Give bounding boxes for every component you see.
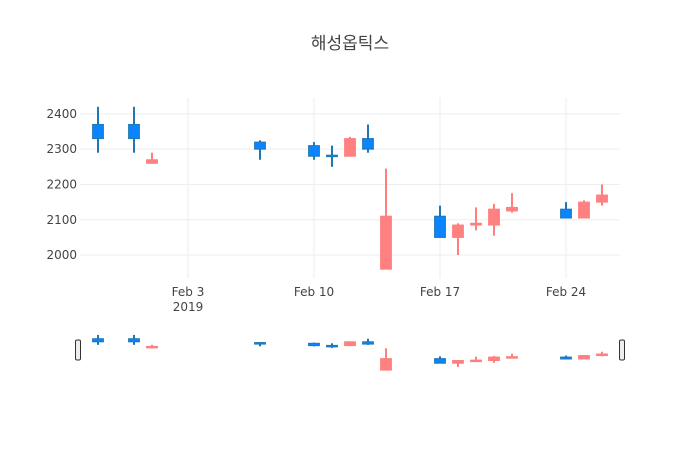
x-tick-label: Feb 3 — [172, 285, 205, 299]
candle[interactable] — [560, 202, 572, 219]
candle-series — [92, 106, 608, 270]
y-tick-label: 2400 — [46, 107, 77, 121]
x-tick-label: Feb 17 — [420, 285, 460, 299]
x-tick-label: Feb 24 — [546, 285, 586, 299]
candle-body — [254, 342, 266, 345]
x-tick-sublabel: 2019 — [173, 300, 204, 314]
slider-candle — [344, 341, 356, 347]
candle-body — [506, 206, 518, 212]
range-slider-left-handle[interactable] — [75, 339, 81, 361]
x-tick-label: Feb 10 — [294, 285, 334, 299]
candle-body — [470, 359, 482, 363]
candle[interactable] — [326, 145, 338, 167]
candle-body — [146, 345, 158, 349]
candle[interactable] — [380, 168, 392, 270]
candle-body — [362, 138, 374, 150]
slider-candle — [596, 351, 608, 357]
candle-body — [506, 356, 518, 359]
candle-body — [362, 341, 374, 345]
candle-body — [344, 341, 356, 347]
candle[interactable] — [92, 106, 104, 153]
candle[interactable] — [434, 205, 446, 238]
candle[interactable] — [488, 203, 500, 236]
slider-candle — [254, 342, 266, 347]
slider-candle — [470, 356, 482, 363]
candle-body — [326, 344, 338, 348]
candle[interactable] — [146, 152, 158, 164]
candle-body — [308, 342, 320, 347]
range-slider-background — [80, 333, 620, 372]
candle-body — [128, 338, 140, 343]
y-tick-label: 2300 — [46, 142, 77, 156]
slider-candle — [434, 356, 446, 364]
gridlines — [80, 98, 620, 278]
candle-body — [434, 215, 446, 238]
candle[interactable] — [578, 200, 590, 219]
candle-body — [470, 222, 482, 226]
candle-body — [596, 194, 608, 203]
slider-candle — [380, 348, 392, 371]
candle-body — [92, 123, 104, 140]
y-axis: 2000 2100 2200 2300 2400 — [46, 107, 77, 262]
candle-body — [488, 356, 500, 362]
candle-body — [560, 208, 572, 219]
slider-candle — [488, 355, 500, 363]
candle-body — [308, 145, 320, 157]
candle-body — [380, 358, 392, 371]
range-slider[interactable] — [75, 333, 625, 372]
candle[interactable] — [470, 207, 482, 231]
candle[interactable] — [506, 193, 518, 213]
slider-candle — [92, 334, 104, 345]
slider-candle — [578, 355, 590, 360]
candle[interactable] — [254, 140, 266, 160]
candle-body — [146, 159, 158, 164]
candle-body — [578, 201, 590, 219]
range-slider-right-handle[interactable] — [619, 339, 625, 361]
candle-body — [488, 208, 500, 226]
candle-body — [452, 224, 464, 238]
y-tick-label: 2100 — [46, 213, 77, 227]
slider-candle — [362, 338, 374, 345]
slider-candle — [506, 353, 518, 359]
candle[interactable] — [344, 136, 356, 157]
candle[interactable] — [362, 124, 374, 153]
candle-body — [560, 356, 572, 360]
slider-candle — [128, 334, 140, 345]
candle[interactable] — [596, 184, 608, 206]
candle-body — [254, 141, 266, 150]
candle-body — [326, 154, 338, 158]
y-tick-label: 2200 — [46, 177, 77, 191]
candle[interactable] — [128, 106, 140, 153]
candle-body — [380, 215, 392, 270]
candle-body — [92, 338, 104, 343]
candle-body — [128, 123, 140, 140]
candle-body — [452, 360, 464, 364]
candle-body — [596, 353, 608, 357]
slider-candle — [308, 342, 320, 347]
slider-candle — [452, 360, 464, 368]
candle-body — [344, 138, 356, 157]
slider-candle — [146, 344, 158, 349]
candle-body — [434, 358, 446, 364]
candle[interactable] — [308, 142, 320, 160]
slider-candle — [560, 355, 572, 360]
candle[interactable] — [452, 223, 464, 256]
slider-candle — [326, 343, 338, 348]
y-tick-label: 2000 — [46, 248, 77, 262]
candle-body — [578, 355, 590, 360]
chart-title: 해성옵틱스 — [311, 34, 389, 54]
